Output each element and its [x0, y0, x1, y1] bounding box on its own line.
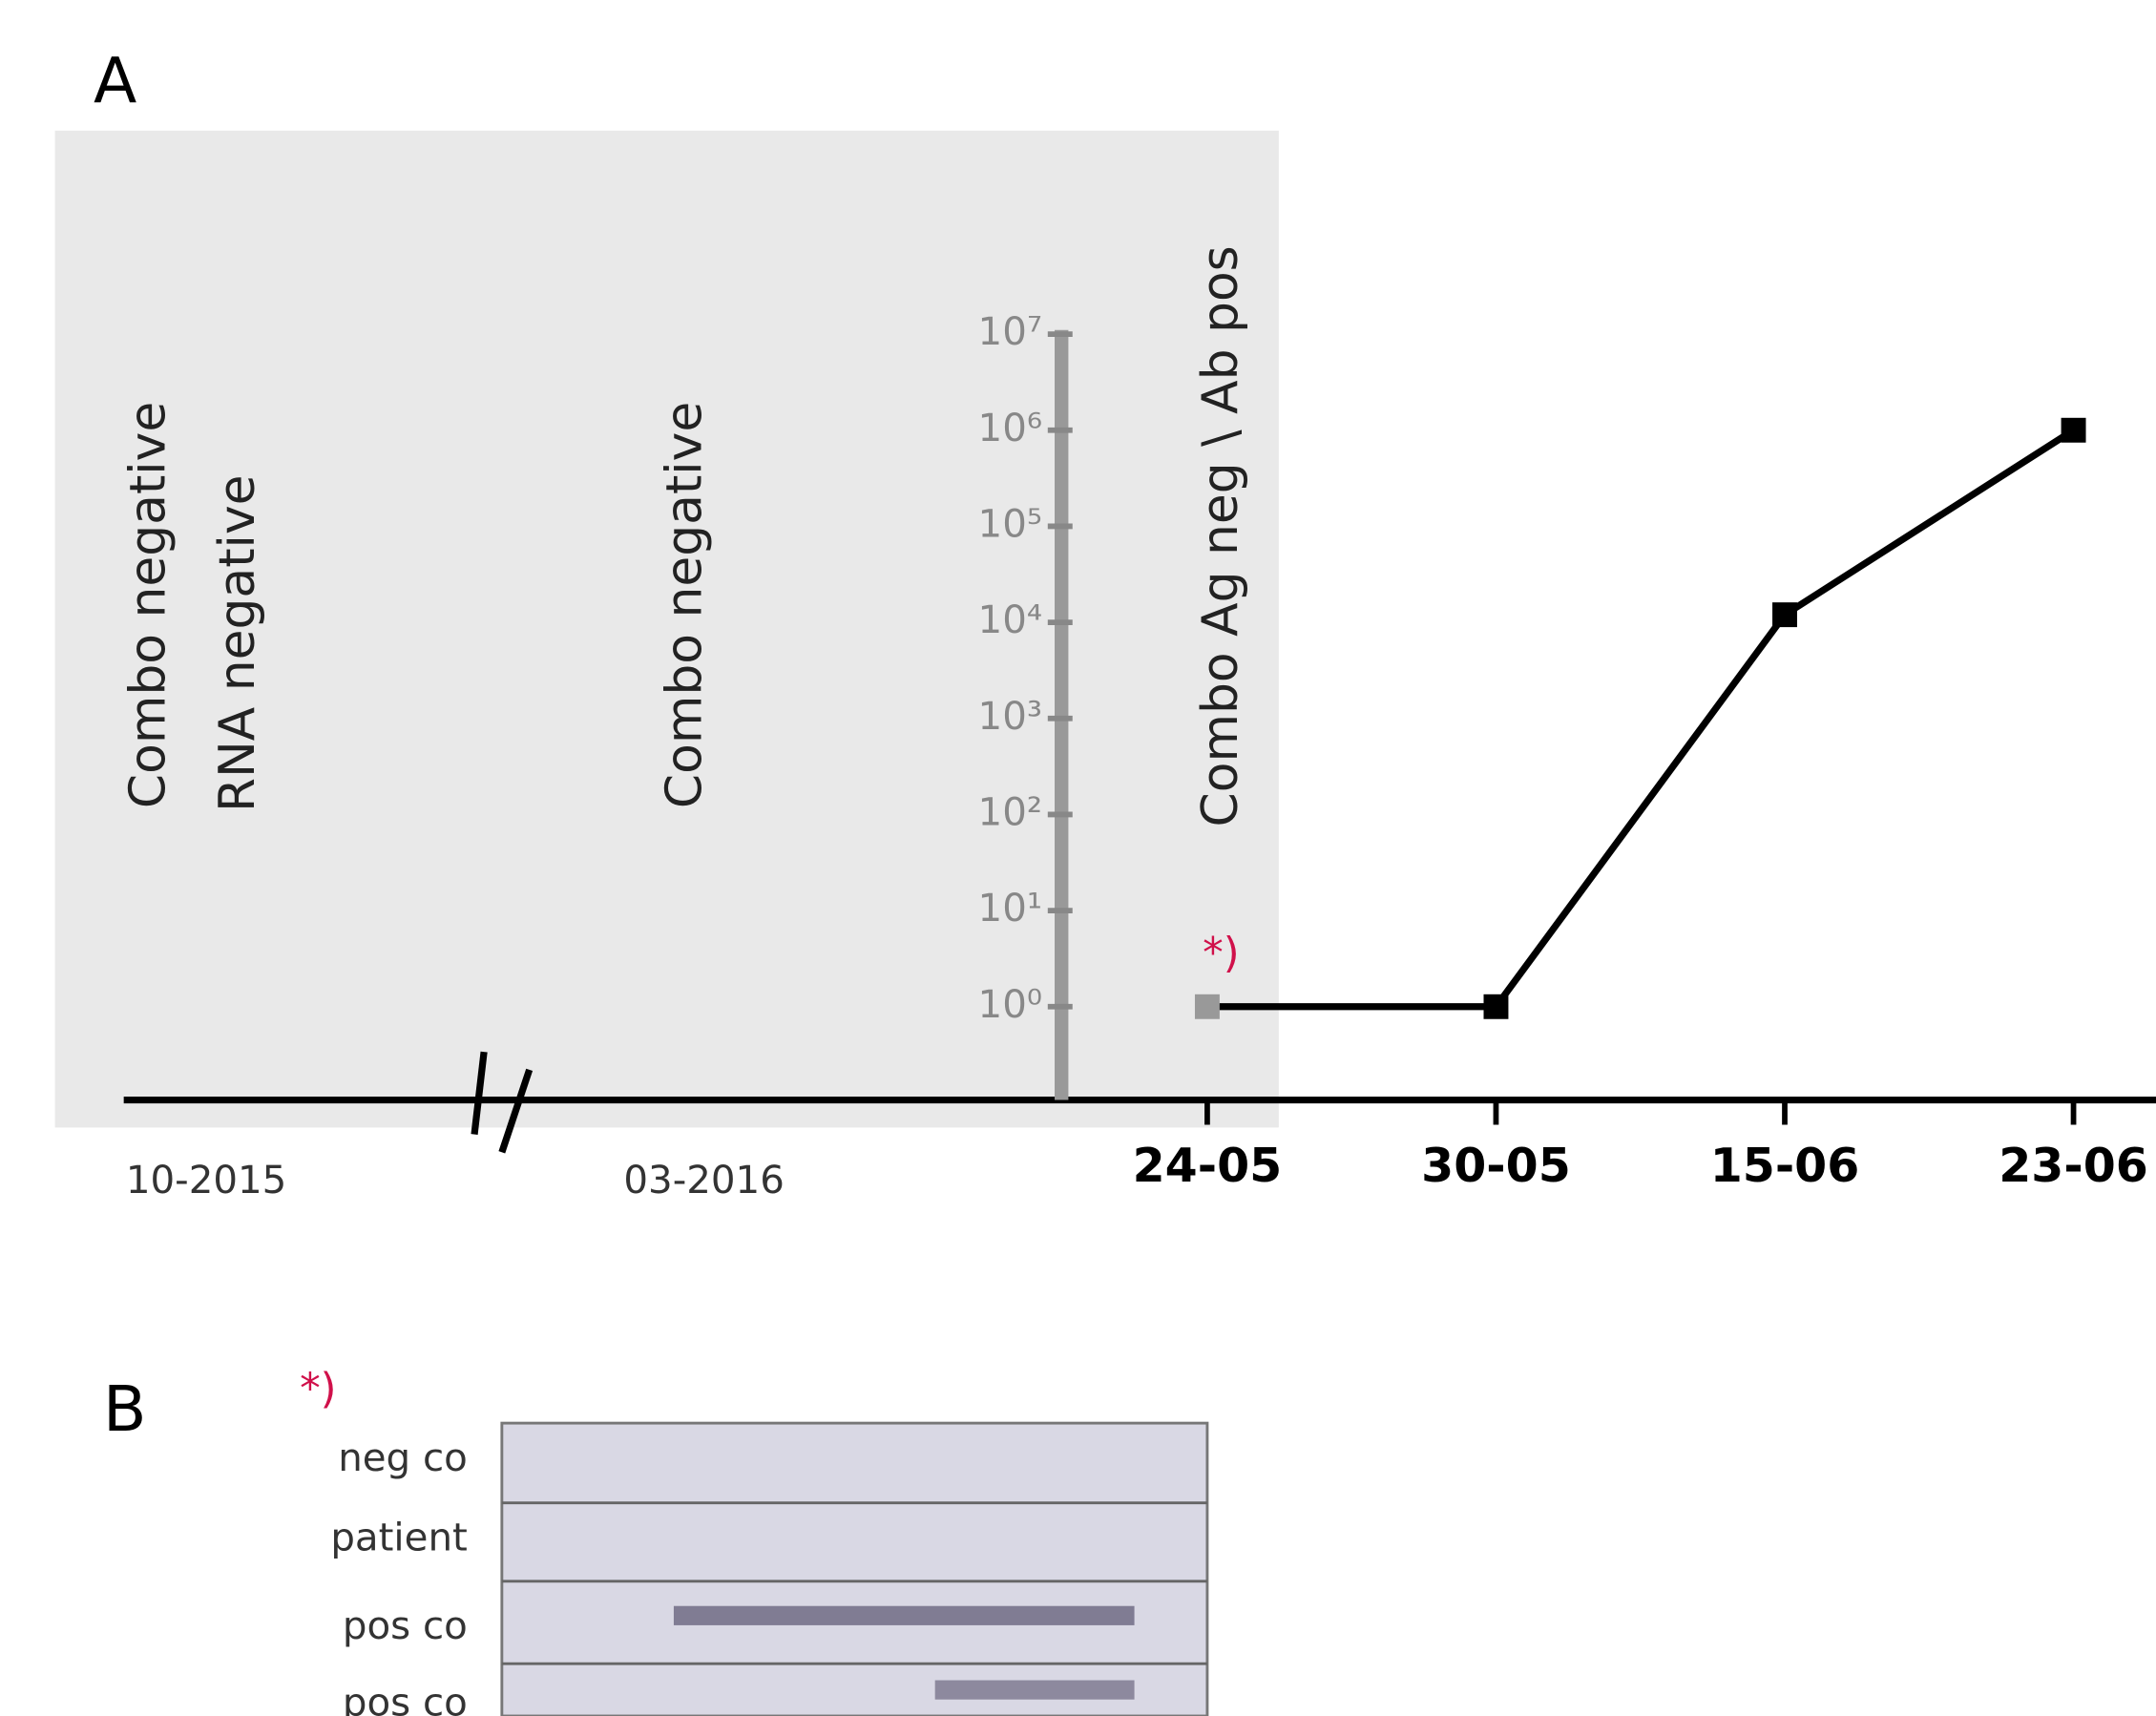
annotation: Combo negative: [119, 402, 177, 808]
y-tick-label: 10⁵: [978, 501, 1042, 546]
y-tick-label: 10³: [978, 694, 1042, 739]
panel-label: B: [103, 1371, 146, 1446]
blot-band: [674, 1606, 1135, 1625]
data-point: [1195, 994, 1220, 1019]
date-label: 03-2016: [623, 1158, 785, 1203]
data-line: [1207, 430, 2074, 1007]
date-label: 10-2015: [126, 1158, 287, 1203]
annotation: *): [1203, 930, 1239, 977]
panel-label: A: [94, 43, 136, 117]
data-point: [1772, 602, 1797, 627]
data-point: [2062, 418, 2086, 443]
y-tick-label: 10¹: [978, 886, 1042, 931]
blot-band: [935, 1681, 1135, 1700]
lane-label: pos co: [343, 1603, 468, 1648]
x-tick-label: 30-05: [1421, 1139, 1571, 1193]
y-tick-label: 10⁴: [978, 597, 1042, 642]
data-point: [1484, 994, 1509, 1019]
x-tick-label: 15-06: [1710, 1139, 1860, 1193]
figure: A B Combo negative RNA negative Combo ne…: [0, 0, 2156, 1716]
lane-label: neg co: [338, 1435, 468, 1480]
annotation: Combo Ag neg \ Ab pos: [1192, 245, 1249, 827]
blot: [502, 1423, 1207, 1716]
annotation: RNA negative: [209, 474, 266, 812]
annotation: Combo negative: [656, 402, 713, 808]
x-tick-label: 23-06: [1999, 1139, 2148, 1193]
lane-label: patient: [330, 1516, 468, 1560]
y-tick-label: 10⁷: [978, 309, 1042, 354]
y-tick-label: 10⁰: [978, 982, 1042, 1027]
y-tick-label: 10⁶: [978, 406, 1042, 450]
note: *): [300, 1365, 336, 1413]
y-tick-label: 10²: [978, 789, 1042, 834]
lane-label: pos co: [343, 1680, 468, 1716]
x-tick-label: 24-05: [1133, 1139, 1283, 1193]
